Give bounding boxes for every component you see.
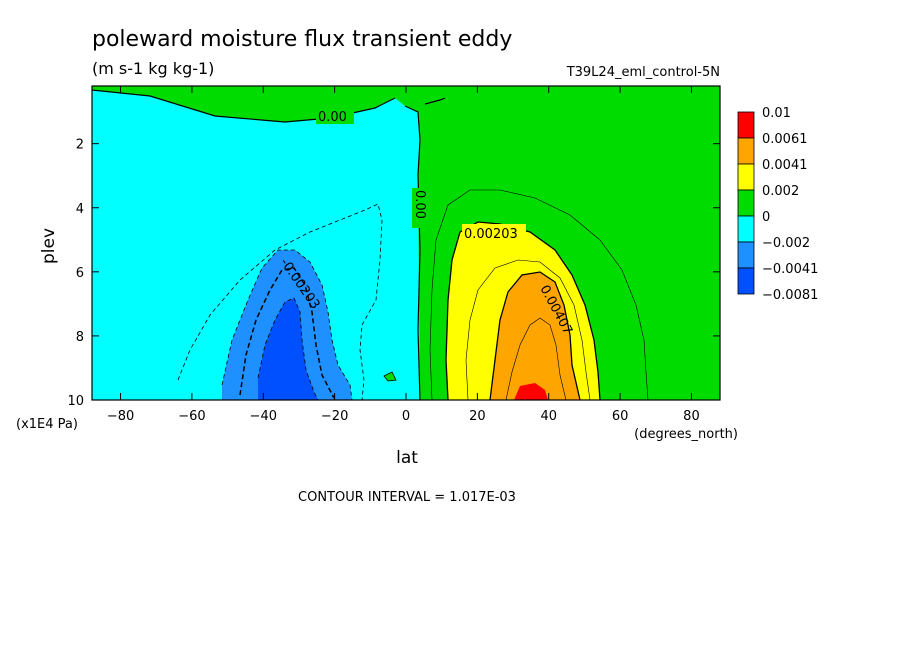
y-axis-label: plev [39, 228, 59, 264]
colorbar-label: 0.002 [762, 184, 799, 199]
colorbar-label: −0.0041 [762, 262, 818, 277]
field-contour-pos-2 [490, 272, 580, 400]
positive-contour-mid [465, 259, 591, 401]
dashed-contour-outer [177, 203, 383, 401]
colorbar-label: 0 [762, 210, 770, 225]
y-tick-label: 2 [76, 138, 84, 153]
colorbar-swatch [737, 241, 755, 269]
field-negative-region [92, 90, 420, 400]
field-contour-pos-3 [514, 383, 548, 400]
dashed-contour-mid [221, 249, 353, 401]
x-tick-label: 40 [540, 409, 557, 424]
y-tick-label: 6 [76, 266, 84, 281]
field-small-positive-speck [383, 371, 397, 382]
chart-units: (m s-1 kg kg-1) [92, 59, 214, 78]
chart-title: poleward moisture flux transient eddy [92, 27, 512, 52]
contour-label-zero-vertical: 0.00 [412, 190, 427, 219]
colorbar: 0.01 0.0061 0.0041 0.002 0 −0.002 −0.0041 −0.00… [737, 106, 818, 303]
y-axis-units: (x1E4 Pa) [16, 417, 78, 432]
x-tick-label: −60 [178, 409, 205, 424]
x-tick-label: −40 [250, 409, 277, 424]
zero-label-bg-2 [412, 188, 430, 228]
positive-contour-orange [489, 271, 581, 401]
x-axis-ticks: −80 −60 −40 −20 0 20 40 60 80 [107, 86, 700, 424]
zero-contour-vertical [404, 105, 421, 401]
x-tick-label: 20 [469, 409, 486, 424]
contour-interval-note: CONTOUR INTERVAL = 1.017E-03 [298, 490, 516, 505]
contour-label-zero-upper: 0.00 [318, 110, 347, 125]
x-tick-label: 80 [683, 409, 700, 424]
positive-contour-inner [505, 317, 567, 401]
colorbar-swatch [737, 267, 755, 295]
positive-contour-outer [429, 189, 649, 401]
colorbar-swatch [737, 215, 755, 243]
dashed-contour-core [257, 297, 319, 401]
x-tick-label: −20 [321, 409, 348, 424]
dashed-contour-inner [239, 267, 335, 399]
colorbar-label: −0.002 [762, 236, 810, 251]
zero-label-bg-1 [316, 108, 354, 124]
field-contour-neg-2 [258, 298, 318, 400]
y-tick-label: 10 [67, 394, 84, 409]
neg-label-bg [462, 224, 526, 242]
colorbar-label: 0.01 [762, 106, 791, 121]
x-axis-units: (degrees_north) [634, 427, 738, 442]
zero-contour-lower [424, 97, 446, 105]
colorbar-swatch [737, 137, 755, 165]
y-tick-label: 8 [76, 330, 84, 345]
colorbar-swatch [737, 163, 755, 191]
contour-label-pos-1: 0.00203 [464, 227, 518, 242]
colorbar-label: 0.0041 [762, 158, 808, 173]
experiment-label: T39L24_eml_control-5N [566, 65, 720, 80]
colorbar-swatch [737, 189, 755, 217]
plot-area: 0.00 0.00 -0.00203 0.00203 0.00407 [91, 85, 721, 401]
zero-contour-upper [91, 89, 396, 123]
y-tick-label: 4 [76, 202, 84, 217]
y-axis-ticks: 2 4 6 8 10 [67, 138, 720, 409]
x-tick-label: −80 [107, 409, 134, 424]
colorbar-label: −0.0081 [762, 288, 818, 303]
x-tick-label: 0 [402, 409, 410, 424]
colorbar-label: 0.0061 [762, 132, 808, 147]
x-tick-label: 60 [612, 409, 629, 424]
colorbar-swatch [737, 111, 755, 139]
x-axis-label: lat [396, 448, 418, 468]
